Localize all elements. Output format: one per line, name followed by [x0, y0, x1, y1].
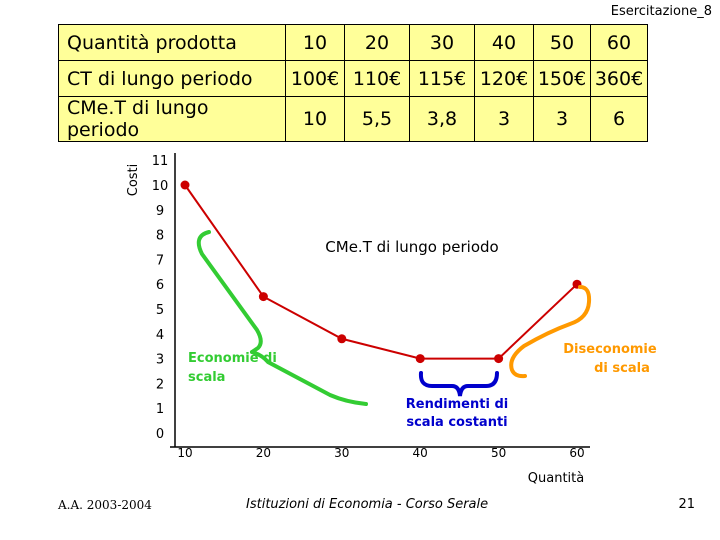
x-tick-label: 20: [256, 446, 271, 460]
table-cell: 10: [285, 96, 345, 142]
x-tick-label: 60: [569, 446, 584, 460]
table-cell: 30: [409, 24, 475, 61]
data-point: [180, 180, 190, 190]
table-row: CT di lungo periodo 100€ 110€ 115€ 120€ …: [58, 60, 648, 97]
table-cell: 100€: [285, 60, 345, 97]
diseconomie-label-line2: di scala: [594, 361, 650, 376]
table-row: CMe.T di lungo periodo 10 5,5 3,8 3 3 6: [58, 96, 648, 142]
x-axis-label: Quantità: [528, 471, 584, 486]
footer-academic-year: A.A. 2003-2004: [58, 498, 152, 512]
page-number: 21: [678, 497, 695, 512]
cmet-series-line: [184, 184, 578, 360]
table-cell: 110€: [344, 60, 410, 97]
data-point: [337, 334, 347, 344]
table-cell: 3,8: [409, 96, 475, 142]
y-tick-label: 4: [156, 328, 164, 343]
y-tick-label: 6: [156, 278, 164, 293]
y-tick-label: 11: [152, 154, 169, 169]
diseconomie-label-line1: Diseconomie: [563, 342, 657, 357]
economie-bracket-upper: [196, 230, 263, 354]
table-cell: 120€: [474, 60, 534, 97]
row-label: CMe.T di lungo periodo: [58, 96, 286, 142]
x-tick-label: 10: [177, 446, 192, 460]
table-cell: 5,5: [344, 96, 410, 142]
series-label: CMe.T di lungo periodo: [325, 238, 498, 256]
data-point: [258, 292, 268, 302]
y-tick-label: 10: [152, 179, 169, 194]
y-axis-label: Costi: [126, 164, 141, 197]
cost-table: Quantità prodotta 10 20 30 40 50 60 CT d…: [58, 24, 648, 142]
diseconomie-bracket: [509, 285, 592, 379]
y-tick-label: 7: [156, 253, 164, 268]
economie-label-line2: scala: [188, 370, 225, 385]
footer-course: Istituzioni di Economia - Corso Serale: [246, 497, 489, 512]
table-cell: 10: [285, 24, 345, 61]
table-cell: 150€: [533, 60, 591, 97]
y-tick-label: 3: [156, 353, 164, 368]
y-tick-label: 1: [156, 402, 164, 417]
rendimenti-label-line1: Rendimenti di: [406, 397, 508, 412]
slide-label: Esercitazione_8: [610, 4, 712, 19]
y-tick-label: 0: [156, 427, 164, 442]
economie-label-line1: Economie di: [188, 351, 277, 366]
x-tick-label: 30: [334, 446, 349, 460]
table-cell: 115€: [409, 60, 475, 97]
y-tick-label: 2: [156, 377, 164, 392]
table-row: Quantità prodotta 10 20 30 40 50 60: [58, 24, 648, 61]
table-cell: 60: [590, 24, 648, 61]
y-tick-label: 8: [156, 229, 164, 244]
table-cell: 40: [474, 24, 534, 61]
economie-bracket-lower: [250, 350, 368, 406]
table-cell: 20: [344, 24, 410, 61]
data-point: [415, 354, 425, 364]
x-tick-label: 40: [413, 446, 428, 460]
row-label: CT di lungo periodo: [58, 60, 286, 97]
y-tick-label: 9: [156, 204, 164, 219]
data-point: [494, 354, 504, 364]
x-tick-label: 50: [491, 446, 506, 460]
table-cell: 3: [474, 96, 534, 142]
y-tick-label: 5: [156, 303, 164, 318]
table-cell: 6: [590, 96, 648, 142]
rendimenti-brace: [418, 371, 499, 397]
rendimenti-label-line2: scala costanti: [406, 415, 507, 430]
